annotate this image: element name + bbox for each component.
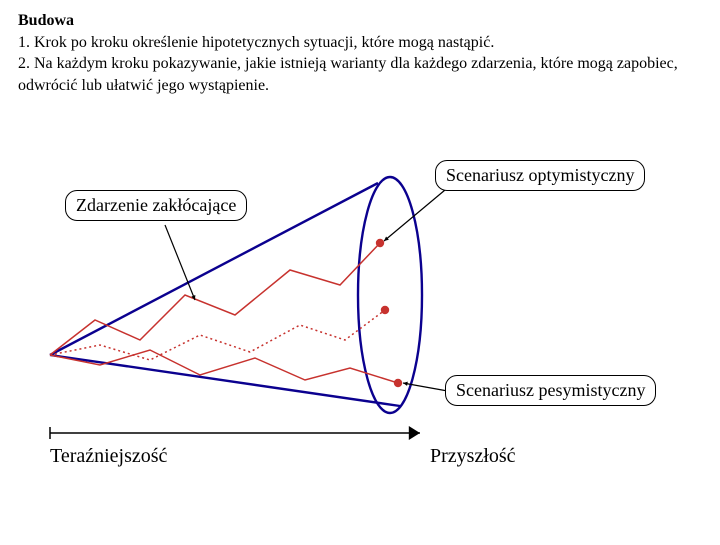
- label-future: Przyszłość: [430, 445, 516, 468]
- label-pessimistic-scenario: Scenariusz pesymistyczny: [445, 375, 656, 406]
- label-present: Teraźniejszość: [50, 445, 167, 468]
- header-title: Budowa: [18, 10, 702, 32]
- header-line-1: 1. Krok po kroku określenie hipotetyczny…: [18, 32, 702, 54]
- header-line-2: 2. Na każdym kroku pokazywanie, jakie is…: [18, 53, 702, 96]
- scenario-cone-diagram: Zdarzenie zakłócające Scenariusz optymis…: [0, 120, 720, 540]
- label-optimistic-scenario: Scenariusz optymistyczny: [435, 160, 645, 191]
- header-text: Budowa 1. Krok po kroku określenie hipot…: [0, 0, 720, 96]
- label-disturbing-event: Zdarzenie zakłócające: [65, 190, 247, 221]
